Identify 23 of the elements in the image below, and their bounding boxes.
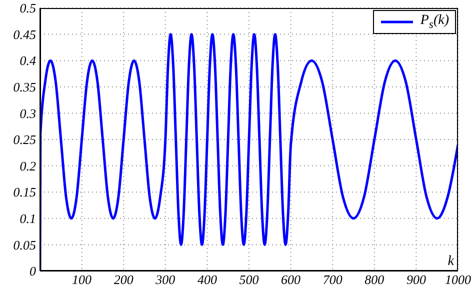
y-tick-label: 0.2	[20, 158, 36, 174]
y-tick-label: 0.1	[20, 211, 36, 226]
y-tick-label: 0.05	[13, 237, 36, 252]
x-tick-label: 600	[281, 272, 302, 288]
x-tick-label: 900	[406, 272, 426, 288]
y-tick-label: 0.3	[20, 106, 36, 121]
x-tick-label: 700	[322, 272, 343, 288]
x-axis-title: k	[448, 254, 455, 269]
x-tick-label: 500	[239, 272, 260, 288]
x-tick-label: 200	[114, 272, 134, 288]
x-tick-label: 800	[364, 272, 385, 288]
y-tick-label: 0.4	[20, 53, 36, 68]
x-tick-label: 100	[72, 272, 92, 288]
y-tick-label: 0.5	[20, 0, 36, 16]
y-tick-label: 0.15	[13, 184, 36, 200]
y-tick-label: 0	[30, 264, 36, 279]
legend-label: P$_{s}$(k)	[420, 13, 449, 31]
x-tick-label: 1000	[445, 272, 472, 288]
x-tick-label: 400	[197, 272, 218, 288]
y-tick-label: 0.25	[13, 132, 36, 148]
y-tick-label: 0.45	[13, 26, 36, 42]
x-tick-label: 300	[154, 272, 176, 288]
y-tick-label: 0.35	[13, 80, 36, 95]
